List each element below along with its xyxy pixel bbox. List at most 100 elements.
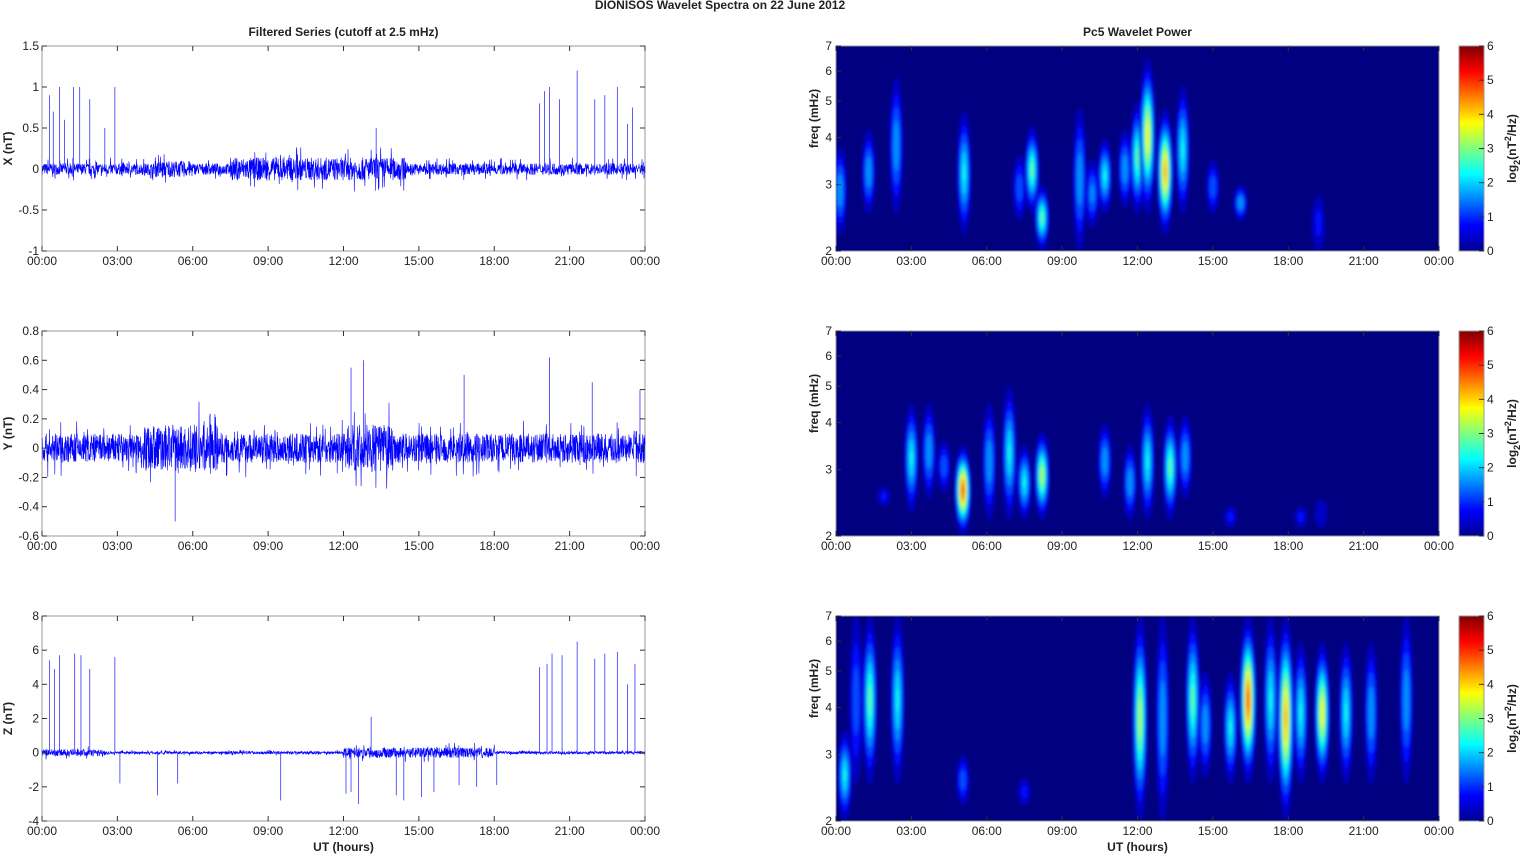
x-axis-label: UT (hours) xyxy=(313,840,374,854)
wavelet-power-event xyxy=(1222,671,1238,785)
y-tick-label: 3 xyxy=(825,748,832,762)
wavelet-power-event xyxy=(1363,641,1379,785)
y-tick-label: 6 xyxy=(32,643,39,657)
panel-title: Filtered Series (cutoff at 2.5 mHz) xyxy=(248,25,438,39)
wavelet-power-event xyxy=(1198,671,1213,779)
y-tick-label: 0 xyxy=(32,441,39,455)
wavelet-power-event xyxy=(836,145,848,236)
colorbar-tick-label: 2 xyxy=(1487,461,1494,475)
colorbar-tick-label: 6 xyxy=(1487,39,1494,53)
colorbar-tick-label: 4 xyxy=(1487,392,1494,406)
wavelet-power-event xyxy=(1131,616,1149,821)
colorbar-tick-label: 6 xyxy=(1487,609,1494,623)
wavelet-power-event xyxy=(1097,422,1113,500)
y-tick-label: 5 xyxy=(825,94,832,108)
colorbar-tick-label: 2 xyxy=(1487,746,1494,760)
plot-area xyxy=(41,45,646,252)
wavelet-power-event xyxy=(1140,403,1156,521)
x-tick-label: 09:00 xyxy=(253,824,283,838)
wavelet-power-event xyxy=(1162,414,1178,521)
x-tick-label: 00:00 xyxy=(27,539,57,553)
wavelet-power-event xyxy=(1122,444,1138,521)
x-tick-label: 06:00 xyxy=(178,824,208,838)
wavelet-power-event xyxy=(890,616,906,785)
colorbar-tick-label: 1 xyxy=(1487,210,1494,224)
x-tick-label: 21:00 xyxy=(1349,539,1379,553)
x-tick-label: 00:00 xyxy=(27,824,57,838)
colorbar-label: log2(nT2/Hz) xyxy=(1503,399,1521,468)
x-tick-label: 00:00 xyxy=(630,824,660,838)
y-tick-label: 2 xyxy=(32,712,39,726)
plot-area xyxy=(41,615,646,822)
wavelet-power-event xyxy=(1024,125,1040,215)
y-axis-label: freq (mHz) xyxy=(807,659,821,718)
wavelet-power-event xyxy=(982,403,997,521)
x-tick-label: 09:00 xyxy=(253,254,283,268)
y-tick-label: -0.5 xyxy=(18,203,39,217)
x-tick-label: 09:00 xyxy=(1047,824,1077,838)
wavelet-power-event xyxy=(1205,159,1220,215)
y-tick-label: 2 xyxy=(825,244,832,258)
y-tick-label: 6 xyxy=(825,634,832,648)
y-tick-label: 0.8 xyxy=(22,324,39,338)
x-tick-label: 06:00 xyxy=(972,539,1002,553)
y-tick-label: -1 xyxy=(28,244,39,258)
wavelet-power-event xyxy=(861,129,876,215)
y-tick-label: 3 xyxy=(825,178,832,192)
x-tick-label: 09:00 xyxy=(253,539,283,553)
plot-area xyxy=(41,330,646,537)
x-tick-label: 15:00 xyxy=(1198,824,1228,838)
wavelet-power-event xyxy=(956,111,972,236)
y-axis-label: freq (mHz) xyxy=(807,374,821,433)
wavelet-power-event xyxy=(937,439,951,494)
y-tick-label: 4 xyxy=(825,416,832,430)
y-tick-label: 4 xyxy=(32,677,39,691)
x-tick-label: 15:00 xyxy=(404,824,434,838)
y-axis-label: Y (nT) xyxy=(1,417,15,451)
colorbar-tick-label: 5 xyxy=(1487,358,1494,372)
wavelet-power-event xyxy=(1277,616,1295,821)
y-tick-label: 2 xyxy=(825,814,832,828)
wavelet-power-event xyxy=(877,486,891,507)
y-tick-label: 1.5 xyxy=(22,39,39,53)
x-tick-label: 03:00 xyxy=(102,824,132,838)
y-tick-label: 1 xyxy=(32,80,39,94)
y-tick-label: -4 xyxy=(28,814,39,828)
wavelet-power-event xyxy=(1294,506,1308,529)
x-tick-label: 15:00 xyxy=(1198,254,1228,268)
x-tick-label: 03:00 xyxy=(896,539,926,553)
y-tick-label: -0.6 xyxy=(18,529,39,543)
x-tick-label: 09:00 xyxy=(1047,254,1077,268)
x-tick-label: 12:00 xyxy=(1122,539,1152,553)
spectrogram-panel-x: 2 3 4 5 6 7 00:00 03:00 06:00 09:00 12:00 15:00 18:0… xyxy=(807,25,1521,268)
x-tick-label: 15:00 xyxy=(1198,539,1228,553)
colorbar-tick-label: 2 xyxy=(1487,176,1494,190)
wavelet-power-event xyxy=(1263,616,1279,785)
y-tick-label: 4 xyxy=(825,131,832,145)
spectrogram-panel-y: 2 3 4 5 6 7 00:00 03:00 06:00 09:00 12:00 15:00 18:0… xyxy=(807,324,1521,553)
y-tick-label: 4 xyxy=(825,701,832,715)
x-tick-label: 21:00 xyxy=(555,254,585,268)
wavelet-power-event xyxy=(903,403,919,514)
wavelet-power-event xyxy=(1097,137,1113,215)
colorbar-tick-label: 3 xyxy=(1487,427,1494,441)
colorbar-tick-label: 4 xyxy=(1487,677,1494,691)
wavelet-power-event xyxy=(889,76,904,215)
y-tick-label: 7 xyxy=(825,609,832,623)
x-tick-label: 18:00 xyxy=(479,824,509,838)
x-tick-label: 12:00 xyxy=(1122,824,1152,838)
y-tick-label: 6 xyxy=(825,64,832,78)
wavelet-power-event xyxy=(1233,184,1248,222)
x-tick-label: 00:00 xyxy=(1424,824,1454,838)
colorbar-tick-label: 4 xyxy=(1487,107,1494,121)
series-line xyxy=(41,401,646,489)
wavelet-power-event xyxy=(1016,444,1032,521)
colorbar-tick-label: 5 xyxy=(1487,643,1494,657)
spectrogram-background xyxy=(836,331,1439,536)
wavelet-power-event xyxy=(1239,616,1258,785)
wavelet-power-event xyxy=(849,616,863,785)
x-tick-label: 03:00 xyxy=(102,254,132,268)
x-tick-label: 21:00 xyxy=(555,539,585,553)
x-tick-label: 18:00 xyxy=(1273,254,1303,268)
colorbar: 0 1 2 3 4 5 6 log2(nT2/Hz) xyxy=(1458,609,1521,828)
